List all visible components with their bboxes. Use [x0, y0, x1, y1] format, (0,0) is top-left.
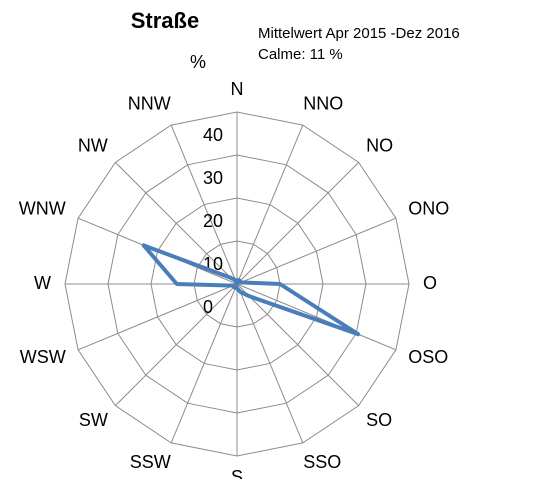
direction-label: WSW	[20, 347, 66, 367]
chart-title: Straße	[131, 8, 199, 33]
direction-label: W	[34, 273, 51, 293]
direction-label: WNW	[19, 199, 66, 219]
grid-ring	[193, 240, 281, 328]
grid-ring	[107, 154, 367, 414]
tick-label: 30	[203, 168, 223, 188]
direction-label: O	[423, 273, 437, 293]
direction-label: S	[231, 467, 243, 479]
direction-label: SSO	[303, 452, 341, 472]
direction-label: ONO	[408, 199, 449, 219]
direction-label: N	[231, 79, 244, 99]
grid-ring	[64, 111, 410, 457]
direction-label: OSO	[408, 347, 448, 367]
axis-label: %	[190, 52, 206, 72]
annotation: Calme: 11 %	[258, 46, 343, 63]
direction-label: SSW	[130, 452, 171, 472]
direction-label: NO	[366, 136, 393, 156]
direction-label: NNW	[128, 94, 171, 114]
direction-label: SW	[79, 410, 108, 430]
direction-label: SO	[366, 410, 392, 430]
tick-label: 0	[203, 297, 213, 317]
radar-line	[141, 243, 361, 337]
direction-label: NW	[78, 136, 108, 156]
grid-ring	[150, 197, 324, 371]
tick-label: 20	[203, 211, 223, 231]
direction-label: NNO	[303, 94, 343, 114]
tick-label: 40	[203, 125, 223, 145]
chart-subtitle: Mittelwert Apr 2015 -Dez 2016	[258, 25, 460, 42]
